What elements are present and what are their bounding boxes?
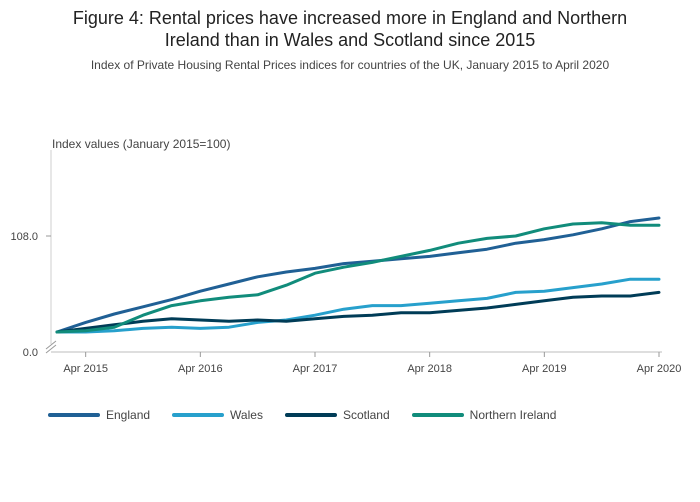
legend-swatch <box>172 413 225 417</box>
x-tick-label: Apr 2020 <box>637 363 682 375</box>
series-line-england[interactable] <box>55 216 661 334</box>
legend-swatch <box>411 413 464 417</box>
legend-label: Wales <box>230 408 263 422</box>
y-axis-break <box>45 340 57 354</box>
legend-item-england[interactable]: England <box>48 408 150 422</box>
title-line-1: Figure 4: Rental prices have increased m… <box>72 8 628 28</box>
x-tick-label: Apr 2015 <box>63 363 108 375</box>
legend: England Wales Scotland Northern Ireland <box>48 408 578 422</box>
legend-item-northern-ireland[interactable]: Northern Ireland <box>411 408 557 422</box>
legend-swatch <box>284 413 337 417</box>
series-line-scotland[interactable] <box>55 290 661 334</box>
y-tick-label: 108.0 <box>10 231 38 243</box>
series-line-northern-ireland[interactable] <box>55 221 661 334</box>
x-tick-label: Apr 2016 <box>178 363 223 375</box>
legend-swatch <box>48 413 100 417</box>
axes <box>45 150 662 357</box>
y-tick-label: 0.0 <box>23 347 38 359</box>
x-tick-label: Apr 2018 <box>407 363 452 375</box>
y-tick-labels: 0.0 108.0 <box>10 231 38 359</box>
x-tick-label: Apr 2017 <box>293 363 338 375</box>
y-axis-title: Index values (January 2015=100) <box>52 137 231 151</box>
x-tick-label: Apr 2019 <box>522 363 567 375</box>
series-line-wales[interactable] <box>55 277 661 334</box>
title-line-2: Ireland than in Wales and Scotland since… <box>164 30 536 50</box>
series-lines <box>55 216 661 334</box>
legend-label: Scotland <box>342 408 390 422</box>
chart-title: Figure 4: Rental prices have increased m… <box>0 7 700 51</box>
legend-label: England <box>106 408 151 422</box>
legend-label: Northern Ireland <box>469 408 557 422</box>
legend-item-wales[interactable]: Wales <box>172 408 263 422</box>
chart-subtitle: Index of Private Housing Rental Prices i… <box>90 58 610 72</box>
legend-item-scotland[interactable]: Scotland <box>284 408 390 422</box>
x-tick-labels: Apr 2015 Apr 2016 Apr 2017 Apr 2018 Apr 2019… <box>63 363 681 375</box>
